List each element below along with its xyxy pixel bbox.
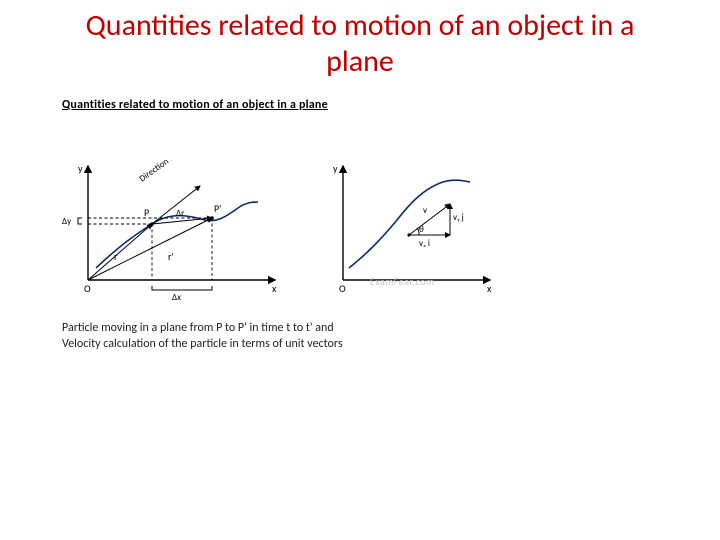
label-origin2: O [339, 282, 346, 295]
label-Pprime: P' [214, 202, 221, 215]
label-dr: Δr [176, 208, 184, 219]
label-theta: θ [419, 224, 424, 235]
figure-area: O x y P P' r r' Δr Δx Δy Direction of v … [60, 160, 540, 340]
label-y: y [78, 162, 83, 175]
label-v: v [423, 205, 427, 216]
label-vxi: vₓ i [419, 238, 430, 249]
caption-line2: Velocity calculation of the particle in … [62, 337, 343, 351]
subtitle: Quantities related to motion of an objec… [0, 80, 720, 112]
label-P: P [144, 206, 149, 219]
label-x: x [272, 282, 277, 295]
label-x2: x [487, 282, 492, 295]
watermark: ExamFear.com [370, 275, 434, 288]
page-title: Quantities related to motion of an objec… [0, 0, 720, 80]
label-direction: Direction of v [137, 160, 183, 184]
figure-caption: Particle moving in a plane from P to P' … [62, 320, 482, 352]
label-dy: Δy [62, 216, 72, 227]
label-vyj: vᵧ j [453, 212, 464, 223]
label-rprime: r' [168, 250, 174, 263]
label-r: r [114, 250, 118, 263]
caption-line1: Particle moving in a plane from P to P' … [62, 321, 334, 335]
label-origin: O [84, 282, 91, 295]
figure-left: O x y P P' r r' Δr Δx Δy Direction of v [60, 160, 290, 305]
label-dx: Δx [172, 292, 181, 303]
label-y2: y [333, 162, 338, 175]
